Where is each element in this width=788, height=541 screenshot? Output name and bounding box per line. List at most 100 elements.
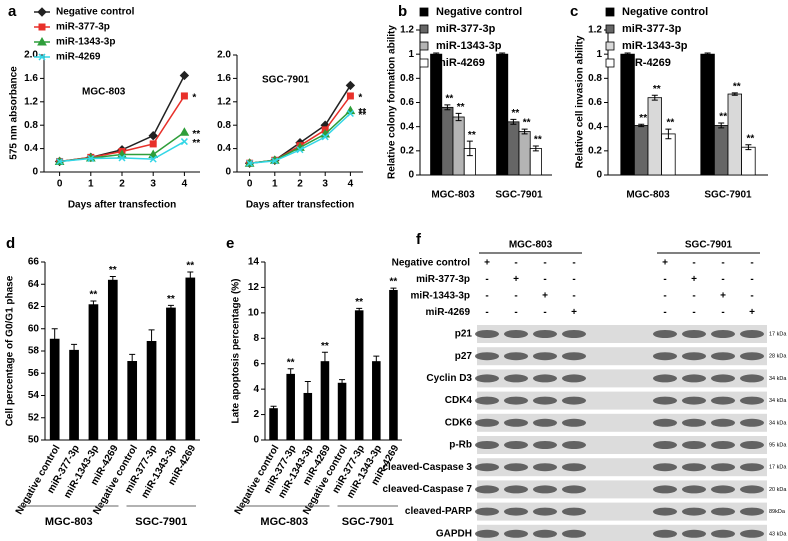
legend-label: miR-1343-3p: [436, 40, 502, 52]
significance: **: [109, 265, 117, 276]
blot-band: [533, 507, 557, 516]
blot-band: [653, 418, 677, 427]
y-tick-label: 10: [248, 307, 260, 318]
condition-label: Negative control: [392, 258, 471, 269]
blot-strip: [477, 369, 767, 388]
blot-band: [740, 330, 764, 338]
blot-band: [562, 352, 586, 361]
legend-swatch: [419, 41, 429, 51]
protein-label: CDK4: [445, 395, 473, 406]
protein-label: CDK6: [445, 417, 473, 428]
condition-sign: -: [514, 258, 517, 269]
error-bar: [731, 92, 738, 96]
significance: **: [167, 294, 175, 305]
blot-band: [653, 330, 677, 338]
legend-swatch: [605, 7, 615, 17]
condition-sign: -: [692, 307, 695, 318]
blot-band: [711, 352, 735, 361]
series-line: [249, 110, 351, 164]
significance: **: [358, 110, 366, 121]
legend-label: miR-4269: [56, 52, 101, 63]
blot-band: [562, 374, 586, 383]
blot-band: [562, 441, 586, 449]
error-bar: [455, 112, 462, 122]
x-tick-label: MGC-803: [431, 190, 475, 201]
marker: [179, 70, 190, 81]
blot-band: [504, 507, 528, 516]
condition-sign: -: [692, 291, 695, 302]
bar: [727, 93, 743, 176]
blot-band: [533, 330, 557, 338]
blot-band: [711, 441, 735, 449]
error-bar: [718, 122, 725, 129]
panel-label: e: [226, 235, 234, 252]
bar: [107, 279, 118, 440]
error-bar: [356, 307, 363, 313]
y-tick-label: 66: [28, 257, 40, 268]
significance: **: [186, 261, 194, 272]
error-bar: [510, 118, 517, 125]
blot-band: [653, 441, 677, 449]
error-bar: [148, 329, 155, 353]
blot-strip: [477, 391, 767, 410]
blot-band: [533, 418, 557, 427]
blot-band: [562, 463, 586, 472]
bar: [529, 148, 542, 176]
error-bar: [304, 381, 311, 405]
bar: [303, 392, 313, 440]
legend-swatch: [419, 58, 429, 68]
condition-sign: -: [572, 258, 575, 269]
blot-strip: [477, 436, 767, 454]
error-bar: [624, 52, 631, 56]
y-tick-label: 0: [596, 170, 602, 181]
significance: *: [192, 93, 196, 104]
blot-band: [682, 485, 706, 494]
y-tick-label: 1.6: [24, 73, 38, 84]
bar: [127, 361, 138, 440]
blot-band: [682, 352, 706, 361]
condition-sign: -: [692, 258, 695, 269]
significance: **: [192, 129, 200, 140]
condition-sign: -: [572, 274, 575, 285]
blot-band: [711, 463, 735, 472]
bar: [700, 53, 715, 176]
x-tick-label: 1: [272, 179, 278, 190]
bar: [286, 373, 295, 440]
blot-band: [504, 418, 528, 427]
legend-label: miR-377-3p: [622, 23, 682, 35]
marker: [87, 155, 95, 163]
condition-sign: -: [663, 274, 666, 285]
error-bar: [287, 368, 294, 380]
error-bar: [321, 351, 328, 371]
x-axis-label: Days after transfection: [68, 200, 176, 211]
y-tick-label: 1.2: [217, 96, 231, 107]
bar: [146, 340, 157, 440]
y-tick-label: 2: [253, 409, 259, 420]
series-line: [249, 95, 352, 164]
condition-sign: -: [721, 274, 724, 285]
condition-sign: -: [514, 291, 517, 302]
bar: [430, 53, 443, 176]
condition-sign: -: [721, 258, 724, 269]
y-tick-label: 6: [253, 358, 259, 369]
condition-sign: -: [485, 274, 488, 285]
x-tick-label: 0: [57, 179, 63, 190]
blot-band: [653, 352, 677, 361]
blot-band: [653, 463, 677, 472]
marker: [296, 146, 304, 154]
blot-band: [475, 374, 499, 383]
error-bar: [466, 140, 473, 157]
condition-sign: -: [485, 307, 488, 318]
size-label: 89kDa: [769, 509, 786, 515]
bar: [166, 307, 176, 440]
blot-band: [504, 352, 528, 361]
protein-label: p27: [455, 351, 473, 362]
y-axis-label: Relative colony formation ability: [387, 25, 398, 179]
condition-sign: +: [484, 258, 490, 269]
blot-band: [475, 396, 499, 405]
y-tick-label: 1.2: [400, 25, 414, 36]
size-label: 28 kDa: [769, 354, 787, 360]
y-tick-label: 0.6: [588, 97, 602, 108]
significance: **: [457, 102, 465, 113]
group-label: MGC-803: [260, 516, 308, 528]
